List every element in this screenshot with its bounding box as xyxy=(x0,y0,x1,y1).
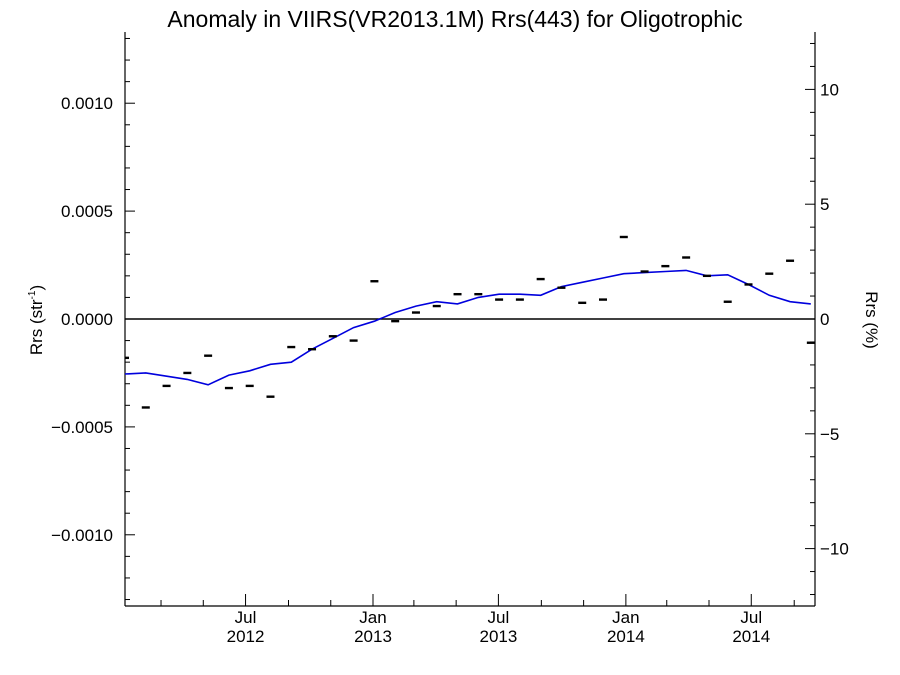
left-axis-ticks: 0.0010 0.0005 0.0000 −0.0005 −0.0010 xyxy=(51,37,135,601)
x-tick-label-year: 2014 xyxy=(732,627,770,646)
right-tick-label: 0 xyxy=(820,310,829,329)
right-tick-label: −5 xyxy=(820,425,839,444)
left-tick-label: 0.0005 xyxy=(61,202,113,221)
x-tick-label-year: 2013 xyxy=(354,627,392,646)
x-tick-label-year: 2014 xyxy=(607,627,645,646)
left-tick-label: −0.0005 xyxy=(51,418,113,437)
y-axis-label-left-superscript: -1 xyxy=(27,290,38,299)
x-tick-label-month: Jul xyxy=(488,608,510,627)
y-axis-label-left-close: ) xyxy=(27,285,46,291)
left-tick-label: 0.0010 xyxy=(61,94,113,113)
x-tick-label-year: 2012 xyxy=(227,627,265,646)
chart-title: Anomaly in VIIRS(VR2013.1M) Rrs(443) for… xyxy=(167,6,742,32)
x-tick-label-month: Jan xyxy=(612,608,639,627)
right-axis-ticks: 10 5 0 −5 −10 xyxy=(805,42,849,596)
x-tick-label-month: Jan xyxy=(359,608,386,627)
running-mean-line xyxy=(124,269,811,386)
right-tick-label: 10 xyxy=(820,80,839,99)
x-tick-label-month: Jul xyxy=(740,608,762,627)
right-tick-label: −10 xyxy=(820,540,849,559)
x-tick-label-month: Jul xyxy=(235,608,257,627)
left-tick-label: 0.0000 xyxy=(61,310,113,329)
monthly-anomaly-series xyxy=(125,235,815,409)
x-tick-label-year: 2013 xyxy=(479,627,517,646)
y-axis-label-right: Rrs (%) xyxy=(862,291,881,349)
y-axis-label-left: Rrs (str-1) xyxy=(27,285,46,355)
y-axis-label-left-main: Rrs (str xyxy=(27,299,46,355)
right-tick-label: 5 xyxy=(820,195,829,214)
left-tick-label: −0.0010 xyxy=(51,526,113,545)
running-mean-series xyxy=(124,269,811,386)
